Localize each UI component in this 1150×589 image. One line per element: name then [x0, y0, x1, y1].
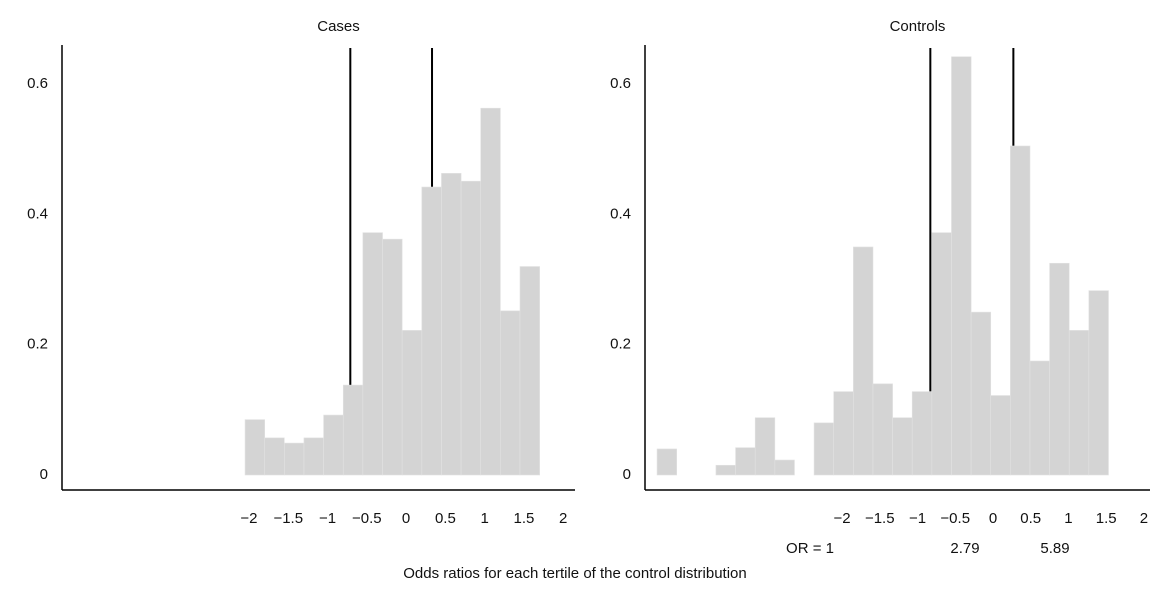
bar: [323, 414, 344, 476]
x-tick-label: 0.5: [1020, 510, 1041, 527]
x-tick-label: −1.5: [273, 510, 303, 527]
bar: [244, 419, 265, 476]
bar: [656, 448, 678, 476]
panel-title: Cases: [317, 18, 360, 35]
y-tick-label: 0: [623, 466, 631, 483]
x-tick-label: 0: [402, 510, 410, 527]
bar: [1049, 262, 1070, 476]
x-tick-label: −0.5: [352, 510, 382, 527]
x-tick-label: 1.5: [514, 510, 535, 527]
bar: [284, 442, 305, 476]
x-tick-label: 1: [480, 510, 488, 527]
bar: [970, 311, 992, 476]
bar: [480, 107, 501, 476]
x-tick-label: 0: [989, 510, 997, 527]
bar: [892, 417, 913, 476]
x-tick-label: 1: [1064, 510, 1072, 527]
x-tick-label: 1.5: [1096, 510, 1117, 527]
bar: [754, 417, 776, 476]
bar: [735, 447, 756, 476]
bar: [951, 56, 972, 476]
x-tick-label: −2: [833, 510, 850, 527]
bar: [342, 384, 364, 476]
panel-title: Controls: [890, 18, 946, 35]
bar: [911, 391, 933, 476]
bar: [1088, 290, 1109, 476]
bar: [362, 232, 383, 476]
x-tick-label: 2: [559, 510, 567, 527]
odds-ratio-label: OR = 1: [786, 540, 834, 557]
caption: Odds ratios for each tertile of the cont…: [403, 565, 747, 582]
bar: [1068, 330, 1090, 476]
bar: [401, 330, 423, 476]
y-tick-label: 0.6: [610, 75, 631, 92]
bar: [715, 464, 736, 476]
bar: [421, 186, 442, 476]
bar: [1010, 145, 1031, 476]
bar: [382, 238, 403, 476]
bar: [460, 180, 482, 476]
x-tick-label: 0.5: [435, 510, 456, 527]
bar: [519, 266, 540, 476]
bar: [931, 232, 952, 476]
bar: [813, 422, 835, 476]
y-tick-label: 0.2: [27, 336, 48, 353]
x-tick-label: −1: [319, 510, 336, 527]
bar: [872, 383, 893, 476]
y-tick-label: 0.4: [27, 205, 48, 222]
bar: [833, 391, 854, 476]
bar: [500, 310, 521, 476]
x-tick-label: −0.5: [940, 510, 970, 527]
bar: [303, 437, 324, 476]
y-tick-label: 0.4: [610, 205, 631, 222]
x-tick-label: 2: [1140, 510, 1148, 527]
bar: [853, 246, 874, 476]
bar: [1029, 360, 1050, 476]
bar: [441, 173, 462, 476]
bar: [264, 437, 285, 476]
x-tick-label: −2: [240, 510, 257, 527]
odds-ratio-label: 5.89: [1040, 540, 1069, 557]
y-tick-label: 0.2: [610, 336, 631, 353]
x-tick-label: −1.5: [865, 510, 895, 527]
y-tick-label: 0.6: [27, 75, 48, 92]
x-tick-label: −1: [909, 510, 926, 527]
bar: [774, 459, 795, 476]
y-tick-label: 0: [40, 466, 48, 483]
bar: [990, 395, 1011, 476]
odds-ratio-label: 2.79: [950, 540, 979, 557]
